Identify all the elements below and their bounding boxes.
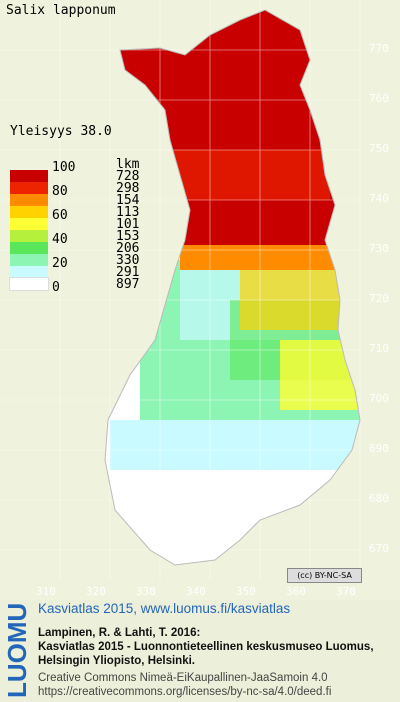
legend-swatch [10,254,48,266]
legend-swatch [10,206,48,218]
map-band-red [170,150,330,200]
y-axis-label: 740 [369,192,389,205]
legend-value: 0 [52,280,60,295]
legend-swatch [10,230,48,242]
reference-line: Lampinen, R. & Lahti, T. 2016: [38,627,201,639]
y-axis-label: 670 [369,542,389,555]
legend-count: 154 [116,193,140,208]
legend-count: 330 [116,253,140,268]
legend-swatch [10,194,48,206]
finland-outline [104,9,361,566]
x-axis-label: 360 [286,585,306,598]
legend-count: 206 [116,241,140,256]
legend-swatch [10,170,48,182]
legend-count: 101 [116,217,140,232]
y-axis-label: 680 [369,492,389,505]
frequency-label: Yleisyys 38.0 [10,124,112,139]
license-url[interactable]: https://creativecommons.org/licenses/by-… [38,686,332,698]
legend-value: 100 [52,160,76,175]
map-band-yellow [240,260,340,330]
footer-title-link[interactable]: Kasviatlas 2015, www.luomus.fi/kasviatla… [38,601,291,616]
legend-value: 60 [52,208,68,223]
legend-count-header: lkm [116,157,140,172]
reference-line: Helsingin Yliopisto, Helsinki. [38,655,195,667]
legend-swatch [10,182,48,194]
reference-line: Kasviatlas 2015 - Luonnontieteellinen ke… [38,641,374,653]
legend-swatch [10,242,48,254]
legend-count: 291 [116,265,140,280]
cc-license-badge[interactable]: (cc) BY-NC-SA [287,568,362,583]
legend-count: 298 [116,181,140,196]
y-axis-label: 730 [369,242,389,255]
y-axis-label: 720 [369,292,389,305]
y-axis-label: 750 [369,142,389,155]
x-axis-label: 320 [86,585,106,598]
license-line: Creative Commons Nimeä-EiKaupallinen-Jaa… [38,672,328,684]
luomus-logo: LUOMUS [2,602,32,698]
y-axis-label: 690 [369,442,389,455]
legend-swatch [10,218,48,230]
map-band-lightblue-south [110,420,360,470]
legend-value: 20 [52,256,68,271]
legend-value: 80 [52,184,68,199]
x-axis-label: 350 [236,585,256,598]
legend-count: 153 [116,229,140,244]
legend-count: 113 [116,205,140,220]
x-axis-label: 330 [136,585,156,598]
legend-value: 40 [52,232,68,247]
species-name: Salix lapponum [6,3,116,18]
y-axis-label: 700 [369,392,389,405]
x-axis-label: 370 [336,585,356,598]
y-axis-label: 710 [369,342,389,355]
footer [0,600,400,702]
map-band-lightyellow [280,340,360,410]
y-axis-label: 770 [369,42,389,55]
legend-count: 897 [116,277,140,292]
legend-swatch [10,266,48,278]
map-grid [0,0,361,580]
distribution-map: Salix lapponum Yleisyys 38.0 lkm 100 80 … [0,0,389,598]
finland-map-svg [0,0,361,580]
y-axis-label: 760 [369,92,389,105]
x-axis-label: 310 [36,585,56,598]
x-axis-label: 340 [186,585,206,598]
legend-swatch [9,277,49,291]
legend-count: 728 [116,169,140,184]
logo-text: LUOMUS [2,602,32,698]
